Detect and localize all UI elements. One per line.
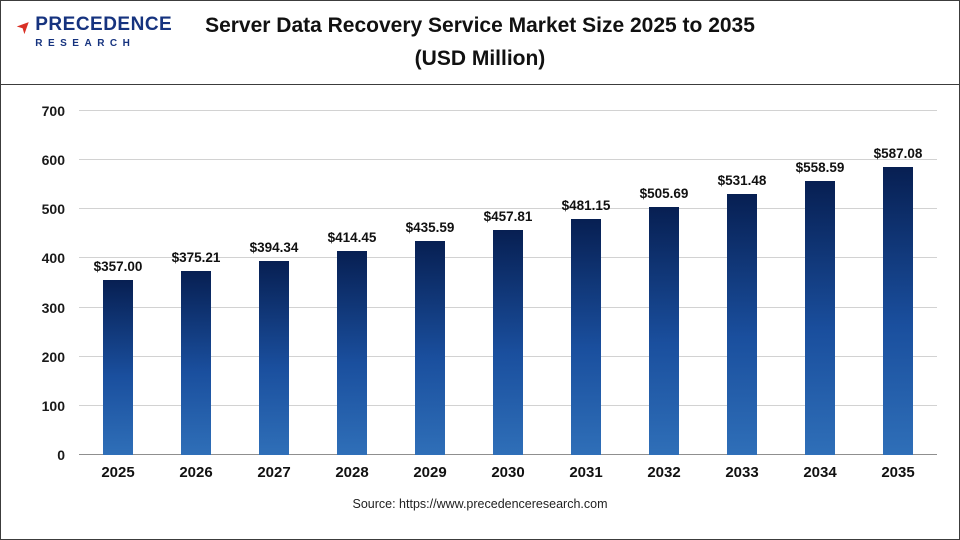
gridline-500 xyxy=(79,208,937,210)
bar-column-2027: $394.34 xyxy=(235,111,313,455)
bar-column-2029: $435.59 xyxy=(391,111,469,455)
chart-title-line1: Server Data Recovery Service Market Size… xyxy=(205,13,755,37)
bar-value-label-2026: $375.21 xyxy=(171,249,221,265)
x-axis-label-2029: 2029 xyxy=(413,464,447,481)
y-axis-tick-700: 700 xyxy=(41,103,65,119)
y-axis-tick-400: 400 xyxy=(41,250,65,267)
bar-value-label-2025: $357.00 xyxy=(93,258,143,274)
bar-column-2033: $531.48 xyxy=(703,111,781,455)
bar-value-label-2034: $558.59 xyxy=(795,159,845,175)
bar-2032[interactable] xyxy=(649,206,679,455)
bar-column-2028: $414.45 xyxy=(313,111,391,455)
x-axis-label-2026: 2026 xyxy=(179,464,213,481)
bar-2033[interactable] xyxy=(727,193,757,455)
bar-column-2031: $481.15 xyxy=(547,111,625,455)
x-axis-label-2035: 2035 xyxy=(881,464,915,481)
bar-2031[interactable] xyxy=(571,218,601,455)
gridline-700 xyxy=(79,110,937,111)
x-axis-label-2027: 2027 xyxy=(257,464,291,481)
chart-title: Server Data Recovery Service Market Size… xyxy=(65,10,895,75)
bar-2028[interactable] xyxy=(337,251,367,455)
bar-value-label-2032: $505.69 xyxy=(639,185,689,201)
bar-value-label-2029: $435.59 xyxy=(405,219,455,235)
chart-title-line2: (USD Million) xyxy=(414,46,546,70)
bar-value-label-2031: $481.15 xyxy=(561,197,611,213)
bar-column-2035: $587.08 xyxy=(859,111,937,455)
logo-brand-name: PRECEDENCE xyxy=(35,14,173,35)
bar-value-label-2035: $587.08 xyxy=(873,145,923,161)
x-axis-label-2025: 2025 xyxy=(101,464,135,481)
y-axis-tick-300: 300 xyxy=(41,299,65,316)
bar-2027[interactable] xyxy=(259,261,289,455)
x-axis-label-2031: 2031 xyxy=(569,464,603,481)
bar-column-2025: $357.00 xyxy=(79,111,157,455)
y-axis-tick-500: 500 xyxy=(41,201,65,218)
bar-2025[interactable] xyxy=(103,279,133,455)
x-axis-label-2030: 2030 xyxy=(491,464,525,481)
y-axis-tick-0: 0 xyxy=(57,447,65,463)
x-axis-label-2028: 2028 xyxy=(335,464,369,481)
bar-2034[interactable] xyxy=(805,180,835,455)
header: ➤ PRECEDENCE RESEARCH Server Data Recove… xyxy=(1,1,959,85)
bars-row: $357.00 $375.21 $394.34 $414.45 $435.59 $457.… xyxy=(79,111,937,455)
plot-area: $357.00 $375.21 $394.34 $414.45 $435.59 $457.… xyxy=(79,110,937,455)
logo-text: PRECEDENCE RESEARCH xyxy=(35,15,172,49)
logo: ➤ PRECEDENCE RESEARCH xyxy=(12,15,172,49)
y-axis-tick-100: 100 xyxy=(41,397,65,414)
source-text: Source: https://www.precedenceresearch.c… xyxy=(352,497,608,511)
bar-column-2034: $558.59 xyxy=(781,111,859,455)
bar-2029[interactable] xyxy=(415,240,445,455)
bar-2035[interactable] xyxy=(883,166,913,455)
x-axis-label-2032: 2032 xyxy=(647,464,681,481)
bar-value-label-2027: $394.34 xyxy=(249,240,299,256)
logo-arrow-icon: ➤ xyxy=(12,14,36,39)
bar-column-2032: $505.69 xyxy=(625,111,703,455)
y-axis-tick-600: 600 xyxy=(41,152,65,169)
y-axis-tick-200: 200 xyxy=(41,348,65,365)
logo-brand-subtitle: RESEARCH xyxy=(35,37,136,49)
bar-column-2026: $375.21 xyxy=(157,111,235,455)
bar-2030[interactable] xyxy=(493,230,523,455)
x-axis-label-2033: 2033 xyxy=(725,464,759,481)
bar-column-2030: $457.81 xyxy=(469,111,547,455)
chart-area: 0 100 200 300 400 500 600 700 $357.00 $375.21 $39… xyxy=(19,103,937,463)
x-axis-label-2034: 2034 xyxy=(803,464,837,481)
y-axis: 0 100 200 300 400 500 600 700 xyxy=(19,103,79,463)
bar-2026[interactable] xyxy=(181,270,211,455)
bar-value-label-2033: $531.48 xyxy=(717,172,767,188)
bar-value-label-2028: $414.45 xyxy=(327,230,377,246)
gridline-600 xyxy=(79,159,937,161)
x-axis: 2025 2026 2027 2028 2029 2030 2031 2032 2033 2034… xyxy=(79,455,937,481)
bar-value-label-2030: $457.81 xyxy=(483,209,533,225)
